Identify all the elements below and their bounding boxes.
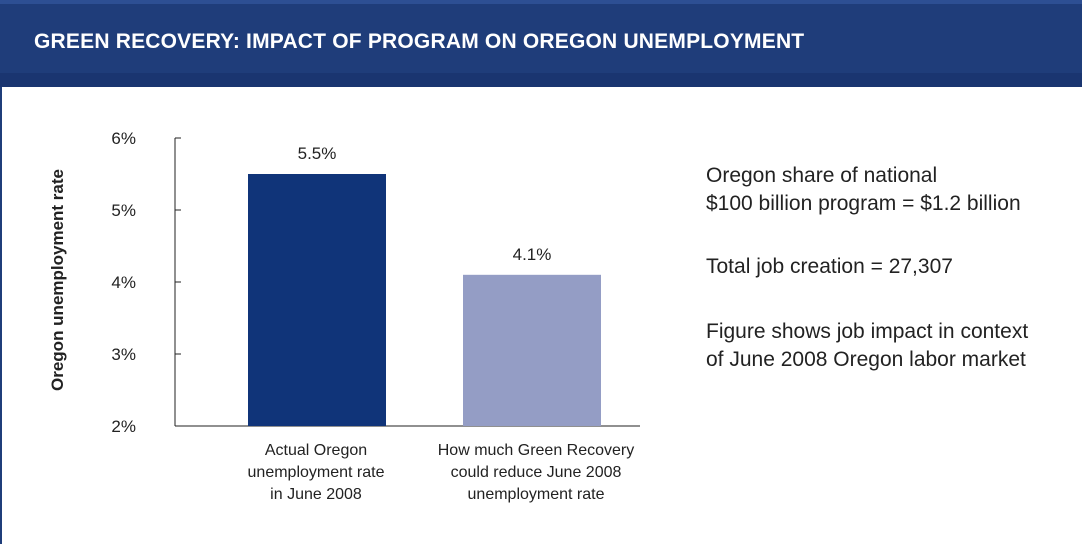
x-category-label-reduced: How much Green Recovery could reduce Jun… bbox=[426, 440, 646, 506]
context-line: Figure shows job impact in context bbox=[706, 320, 1029, 343]
bar-data-label: 4.1% bbox=[513, 245, 552, 264]
y-tick-label: 3% bbox=[111, 345, 136, 364]
header-bottom-band bbox=[0, 73, 1082, 87]
context-line: of June 2008 Oregon labor market bbox=[706, 348, 1026, 371]
program-share-line: $100 billion program = $1.2 billion bbox=[706, 192, 1021, 215]
x-category-label-line: in June 2008 bbox=[270, 486, 362, 503]
job-creation-line: Total job creation = 27,307 bbox=[706, 255, 953, 278]
y-tick-label: 6% bbox=[111, 129, 136, 148]
y-tick-label: 5% bbox=[111, 201, 136, 220]
program-share-note: Oregon share of national $100 billion pr… bbox=[706, 162, 1021, 218]
job-creation-note: Total job creation = 27,307 bbox=[706, 253, 953, 281]
chart-title: GREEN RECOVERY: IMPACT OF PROGRAM ON ORE… bbox=[34, 30, 805, 53]
bar-actual-rate bbox=[248, 174, 386, 426]
context-note: Figure shows job impact in context of Ju… bbox=[706, 318, 1028, 374]
x-category-label-actual: Actual Oregon unemployment rate in June … bbox=[221, 440, 411, 506]
x-category-label-line: could reduce June 2008 bbox=[450, 464, 622, 481]
bar-reduced-rate bbox=[463, 274, 601, 426]
x-category-label-line: How much Green Recovery bbox=[437, 442, 635, 459]
y-tick-label: 2% bbox=[111, 417, 136, 436]
header-banner: GREEN RECOVERY: IMPACT OF PROGRAM ON ORE… bbox=[0, 0, 1082, 87]
x-category-label-line: unemployment rate bbox=[467, 486, 605, 503]
bar-data-label: 5.5% bbox=[298, 144, 337, 163]
program-share-line: Oregon share of national bbox=[706, 164, 938, 187]
header-top-rule bbox=[0, 0, 1082, 4]
y-tick-label: 4% bbox=[111, 273, 136, 292]
x-category-label-line: Actual Oregon bbox=[264, 442, 368, 459]
x-category-label-line: unemployment rate bbox=[247, 464, 385, 481]
y-axis-title: Oregon unemployment rate bbox=[48, 169, 67, 391]
